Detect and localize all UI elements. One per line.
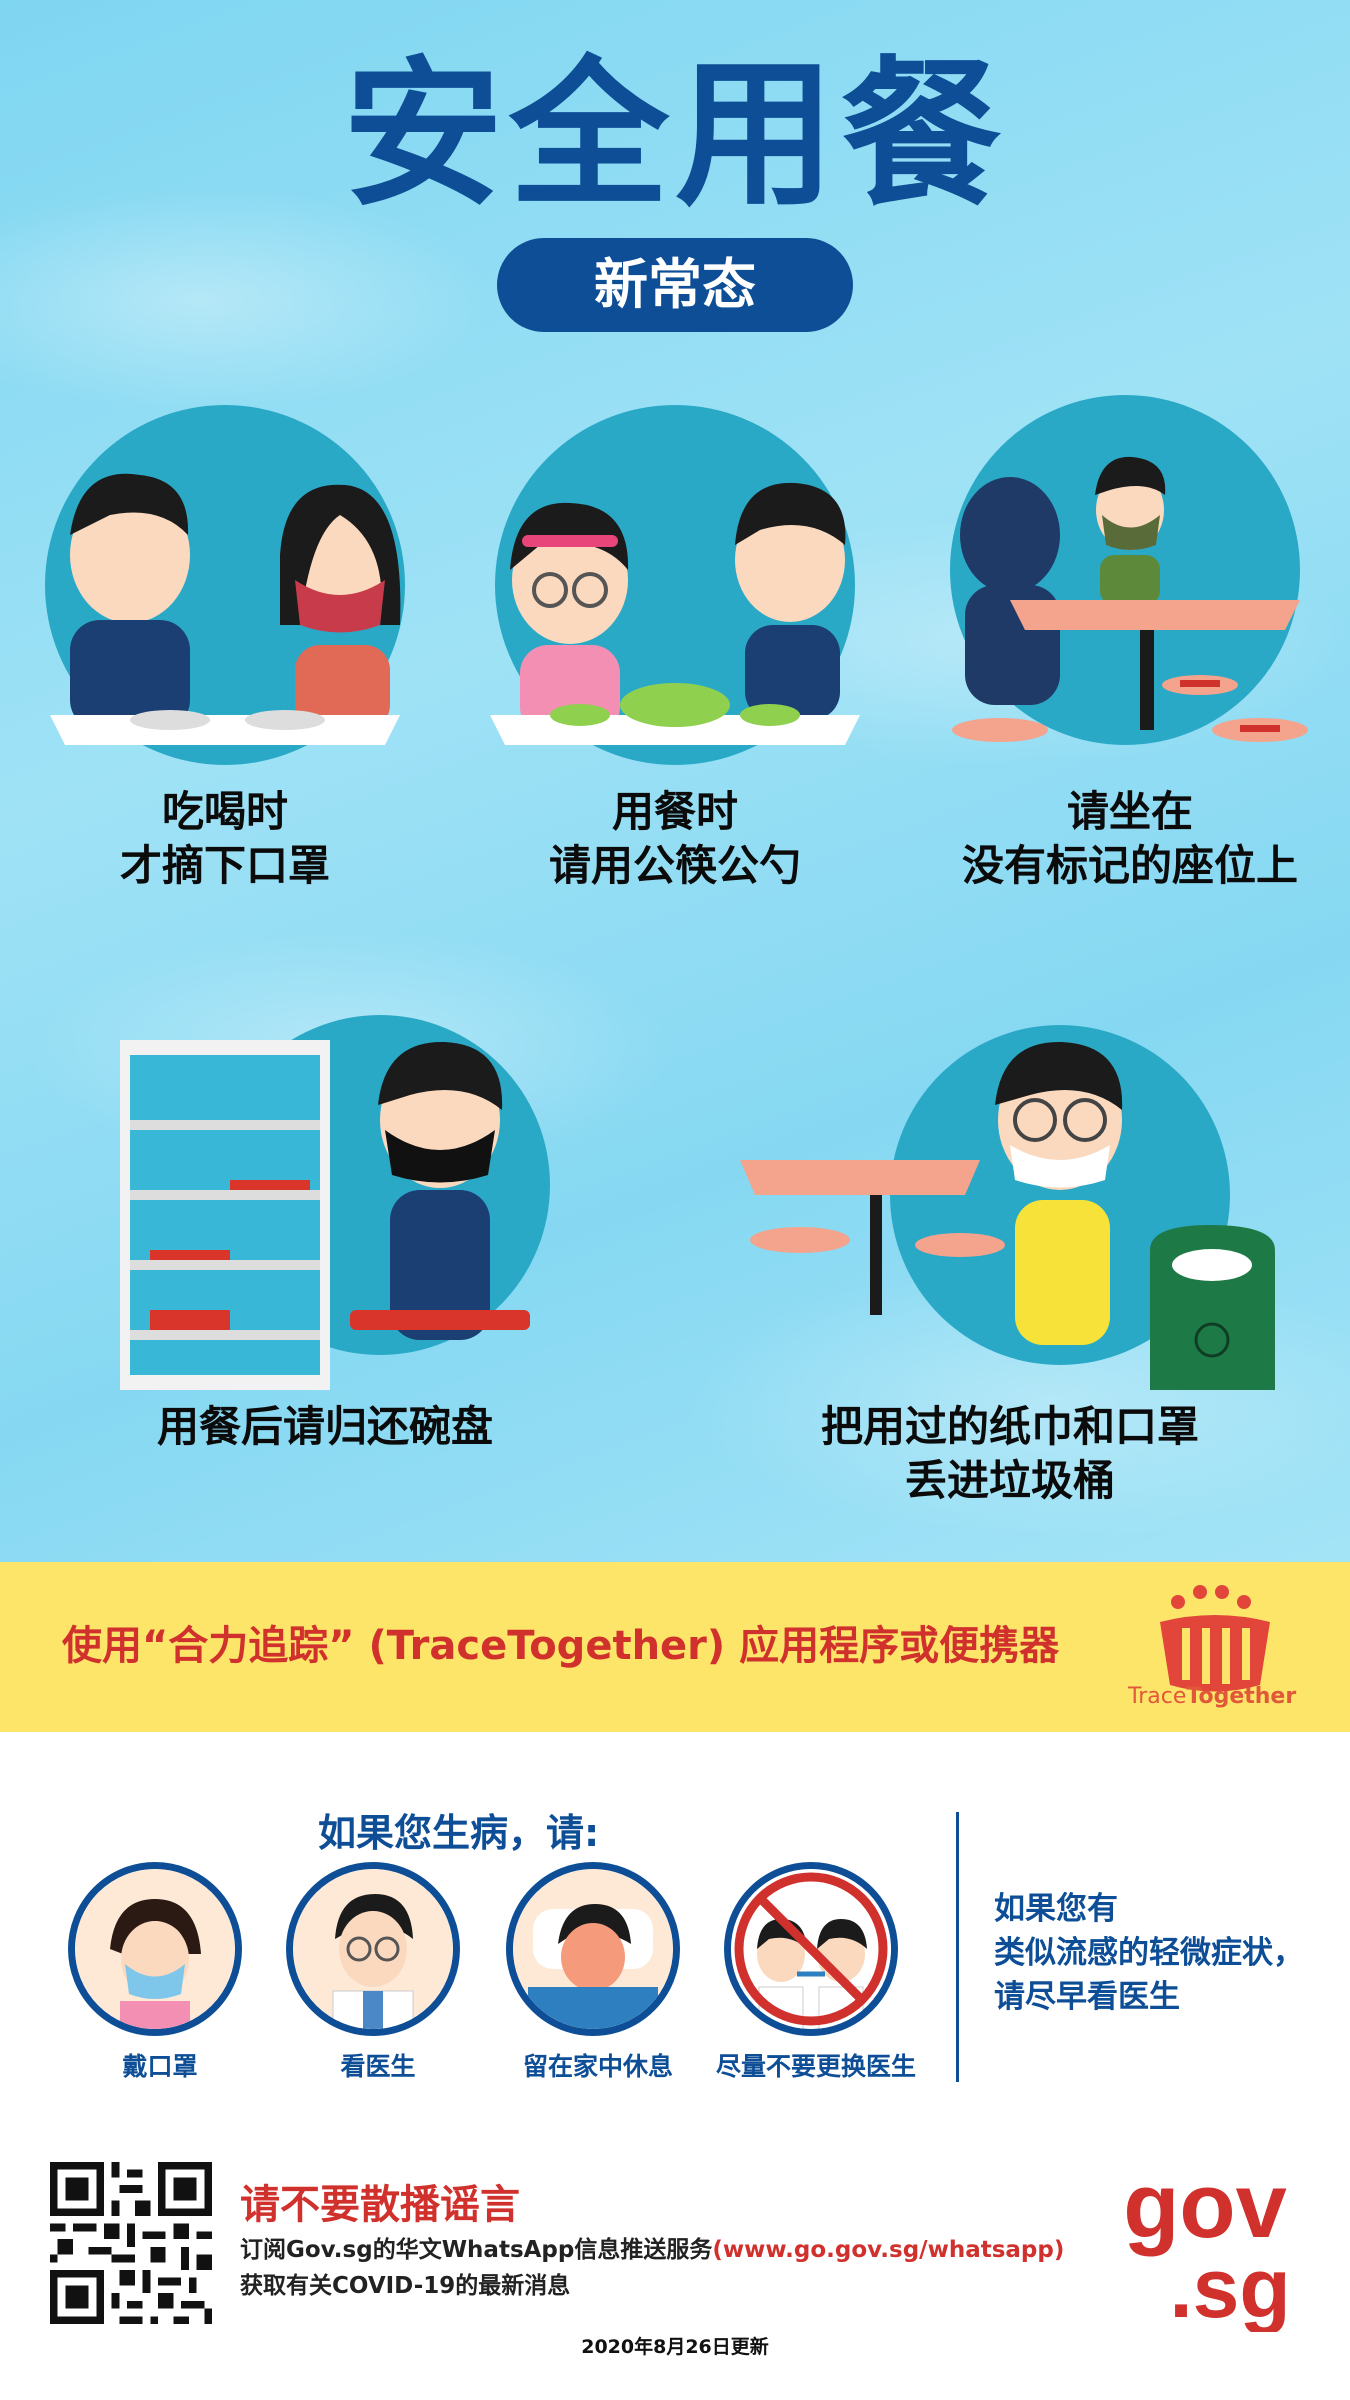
gov-logo-bottom: .sg [1169,2241,1290,2332]
tip-caption-2-line1: 用餐时 [611,787,738,836]
mask-icon [68,1862,242,2036]
tip-caption-2-line2: 请用公筷公勺 [548,841,801,890]
subscribe-text: 订阅Gov.sg的华文WhatsApp信息推送服务 [240,2237,713,2263]
tip-caption-5-line1: 把用过的纸巾和口罩 [820,1402,1199,1451]
scene-unmarked-seats [950,395,1308,745]
flu-note-line2: 类似流感的轻微症状， [994,1935,1304,1971]
dining-section: 安全用餐 新常态 吃喝时 才摘下口罩 [0,0,1350,1562]
qr-code-icon[interactable] [50,2162,212,2324]
flu-symptom-note: 如果您有 类似流感的轻微症状， 请尽早看医生 [994,1887,1334,2019]
scene-dispose-bin [740,1025,1275,1390]
if-sick-section: 如果您生病，请: 戴口罩 [0,1732,1350,2102]
tip-caption-3-line2: 没有标记的座位上 [961,841,1298,890]
tip-caption-1-line2: 才摘下口罩 [119,841,330,890]
tip-caption-1-line1: 吃喝时 [161,787,288,836]
tip-caption-5: 把用过的纸巾和口罩 丢进垃圾桶 [760,1400,1260,1508]
gov-sg-logo-icon: gov .sg [1123,2162,1290,2332]
whatsapp-link[interactable]: (www.go.gov.sg/whatsapp) [712,2237,1065,2263]
tip-caption-3-line1: 请坐在 [1066,787,1193,836]
tip-caption-2: 用餐时 请用公筷公勺 [470,785,880,893]
scene-eat-mask-off [45,405,405,765]
latest-info-line: 获取有关COVID-19的最新消息 [240,2273,571,2299]
tip-caption-5-line2: 丢进垃圾桶 [904,1456,1115,1505]
flu-note-line1: 如果您有 [994,1891,1118,1927]
sick-item-rest-label: 留在家中休息 [522,2052,673,2081]
footer: 请不要散播谣言 订阅Gov.sg的华文WhatsApp信息推送服务(www.go… [0,2102,1350,2400]
subscribe-line: 订阅Gov.sg的华文WhatsApp信息推送服务(www.go.gov.sg/… [240,2230,1064,2264]
no-doctor-switch-icon [724,1862,898,2036]
doctor-icon [286,1862,460,2036]
updated-date: 2020年8月26日更新 [581,2336,769,2358]
tip-caption-3: 请坐在 没有标记的座位上 [920,785,1340,893]
tracetogether-message: 使用“合力追踪” (TraceTogether) 应用程序或便携器 [62,1623,1060,1669]
tip-caption-4-line1: 用餐后请归还碗盘 [156,1402,493,1451]
page-title: 安全用餐 [342,41,1007,228]
rest-at-home-icon [506,1862,680,2036]
scene-serving-utensils [490,405,860,765]
sick-item-no-switch-label: 尽量不要更换医生 [715,2052,916,2081]
tracetogether-banner: 使用“合力追踪” (TraceTogether) 应用程序或便携器 TraceT… [0,1562,1350,1732]
tip-caption-4: 用餐后请归还碗盘 [60,1400,590,1454]
tracetogether-logo-icon [1160,1585,1270,1692]
tracetogether-logo-text: TraceTogether [1128,1684,1318,1709]
flu-note-line3: 请尽早看医生 [994,1979,1180,2015]
tracetogether-logo-text-b: Together [1186,1684,1297,1709]
rumour-title: 请不要散播谣言 [240,2182,520,2228]
sick-item-doctor-label: 看医生 [340,2052,416,2081]
sick-item-mask-label: 戴口罩 [122,2052,198,2081]
tip-caption-1: 吃喝时 才摘下口罩 [20,785,430,893]
if-sick-heading: 如果您生病，请: [318,1811,600,1855]
divider [956,1812,959,2082]
gov-logo-top: gov [1123,2162,1287,2257]
tracetogether-logo-text-a: Trace [1128,1684,1187,1709]
scene-return-trays [120,1015,550,1390]
subtitle-badge: 新常态 [497,238,853,332]
